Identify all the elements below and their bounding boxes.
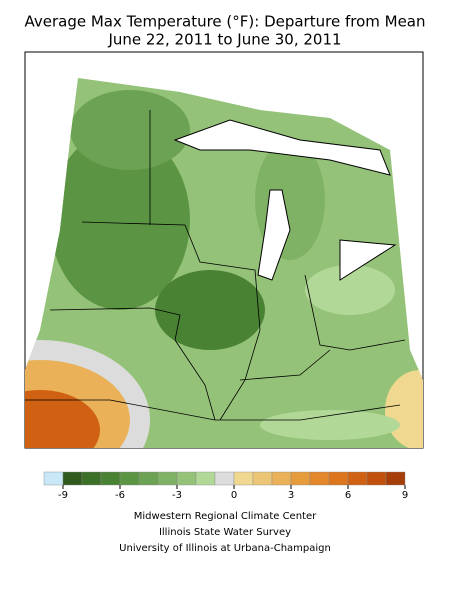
region bbox=[305, 265, 395, 315]
legend-swatch bbox=[366, 471, 387, 486]
credit: Illinois State Water Survey bbox=[159, 527, 291, 538]
region bbox=[155, 270, 265, 350]
lake bbox=[257, 189, 291, 281]
legend-swatch bbox=[195, 471, 216, 486]
credit: University of Illinois at Urbana-Champai… bbox=[119, 543, 331, 554]
legend-swatch bbox=[233, 471, 254, 486]
legend-swatch bbox=[81, 471, 102, 486]
legend-swatch bbox=[328, 471, 349, 486]
region bbox=[50, 130, 190, 310]
legend-swatch bbox=[347, 471, 368, 486]
legend-swatch bbox=[252, 471, 273, 486]
legend-swatch bbox=[62, 471, 83, 486]
borders bbox=[25, 110, 406, 421]
tick-label: -3 bbox=[172, 490, 182, 501]
legend-swatch bbox=[138, 471, 159, 486]
tick-label: 0 bbox=[231, 490, 237, 501]
legend-swatch bbox=[271, 471, 292, 486]
tick-label: -6 bbox=[115, 490, 125, 501]
lake bbox=[173, 119, 391, 176]
legend-swatch bbox=[157, 471, 178, 486]
subtitle: June 22, 2011 to June 30, 2011 bbox=[107, 31, 341, 49]
region bbox=[25, 390, 100, 448]
tick-label: 9 bbox=[402, 490, 408, 501]
lake bbox=[339, 239, 397, 281]
colorbar: -9 -6 -3 0 3 6 9 bbox=[43, 471, 408, 501]
map bbox=[24, 51, 424, 449]
legend-swatch bbox=[309, 471, 330, 486]
legend-swatch bbox=[214, 471, 235, 486]
legend-swatch bbox=[119, 471, 140, 486]
region bbox=[385, 370, 423, 448]
legend-swatch bbox=[43, 471, 64, 486]
region bbox=[260, 410, 400, 440]
tick-label: 6 bbox=[345, 490, 351, 501]
legend-swatch bbox=[290, 471, 311, 486]
legend-swatch bbox=[385, 471, 406, 486]
tick-label: 3 bbox=[288, 490, 294, 501]
region bbox=[70, 90, 190, 170]
tick-label: -9 bbox=[58, 490, 68, 501]
title: Average Max Temperature (°F): Departure … bbox=[24, 13, 425, 31]
legend-swatch bbox=[100, 471, 121, 486]
legend-swatch bbox=[176, 471, 197, 486]
credit: Midwestern Regional Climate Center bbox=[134, 511, 317, 522]
